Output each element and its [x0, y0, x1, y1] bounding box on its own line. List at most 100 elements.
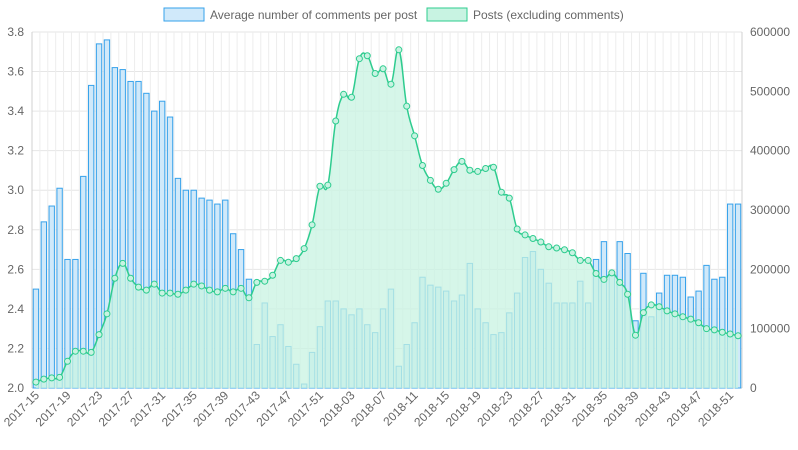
data-point	[505, 194, 513, 202]
data-point	[474, 167, 482, 175]
data-point	[158, 289, 166, 297]
data-point	[632, 331, 639, 339]
y-left-tick-label: 2.4	[7, 302, 24, 316]
y-left-tick-label: 3.8	[7, 25, 24, 39]
data-point	[64, 357, 71, 365]
x-tick-label: 2018-51	[695, 388, 736, 429]
data-point	[387, 80, 395, 88]
data-point	[56, 373, 64, 381]
legend-swatch-comments	[163, 7, 205, 22]
data-point	[442, 179, 450, 187]
data-point	[726, 330, 734, 338]
area-fill	[35, 49, 739, 389]
data-point	[568, 249, 576, 257]
y-right-tick-label: 600000	[750, 25, 790, 39]
data-point	[213, 288, 221, 296]
data-point	[537, 238, 545, 246]
data-point	[703, 325, 710, 333]
data-point	[245, 294, 253, 302]
bar	[32, 288, 40, 389]
data-point	[434, 185, 442, 193]
bar	[40, 221, 48, 389]
data-point	[655, 303, 663, 311]
data-point	[411, 132, 419, 140]
data-point	[545, 243, 553, 251]
data-point	[103, 310, 111, 318]
data-point	[624, 290, 632, 298]
legend-swatch-posts	[426, 7, 468, 22]
data-point	[490, 163, 497, 171]
data-point	[371, 70, 379, 78]
data-point	[48, 374, 56, 382]
legend: Average number of comments per post Post…	[163, 7, 624, 22]
y-right-tick-label: 100000	[750, 322, 790, 336]
data-point	[95, 331, 103, 339]
data-point	[190, 280, 198, 288]
y-left-tick-label: 2.6	[7, 262, 24, 276]
data-point	[40, 375, 48, 383]
y-left-tick-label: 2.2	[7, 341, 24, 355]
y-right-tick-label: 0	[750, 381, 757, 395]
data-point	[403, 102, 411, 110]
data-point	[166, 289, 174, 297]
data-point	[300, 245, 308, 253]
data-point	[718, 328, 726, 336]
legend-item-comments[interactable]: Average number of comments per post	[163, 7, 418, 22]
data-point	[87, 348, 95, 356]
data-point	[292, 255, 300, 263]
data-point	[395, 46, 403, 54]
data-point	[616, 278, 624, 286]
legend-item-posts[interactable]: Posts (excluding comments)	[426, 7, 624, 22]
data-point	[553, 244, 561, 252]
data-point	[466, 166, 474, 174]
data-point	[198, 282, 206, 290]
data-point	[647, 301, 655, 309]
data-point	[426, 176, 434, 184]
data-point	[710, 326, 718, 334]
data-point	[450, 166, 458, 174]
data-point	[521, 231, 529, 239]
data-point	[687, 315, 695, 323]
data-point	[497, 188, 505, 196]
data-point	[482, 164, 490, 172]
data-point	[127, 274, 135, 282]
x-axis: 2017-152017-192017-232017-272017-312017-…	[1, 388, 737, 429]
data-point	[695, 319, 703, 327]
data-point	[734, 332, 742, 340]
data-point	[561, 246, 568, 254]
data-point	[119, 259, 127, 267]
x-tick-label: 2018-07	[348, 388, 389, 429]
data-point	[229, 288, 237, 296]
legend-label-comments: Average number of comments per post	[210, 8, 418, 22]
bar	[48, 205, 55, 389]
data-point	[269, 271, 277, 279]
data-point	[79, 347, 87, 355]
data-point	[284, 258, 292, 266]
data-point	[142, 286, 150, 294]
y-left-tick-label: 3.6	[7, 65, 24, 79]
data-point	[379, 65, 387, 73]
data-point	[206, 286, 213, 294]
data-point	[340, 90, 348, 98]
data-point	[32, 378, 40, 386]
data-point	[332, 117, 340, 125]
data-point	[513, 225, 521, 233]
data-point	[584, 256, 592, 264]
y-right-tick-label: 400000	[750, 144, 790, 158]
data-point	[419, 162, 426, 169]
y-right-tick-label: 500000	[750, 84, 790, 98]
data-point	[237, 284, 245, 292]
data-point	[671, 310, 679, 318]
data-point	[324, 181, 332, 189]
data-point	[261, 277, 269, 285]
data-point	[458, 157, 466, 165]
data-point	[316, 182, 324, 190]
y-axis-left: 2.0 2.2 2.4 2.6 2.8 3.0 3.2 3.4 3.6 3.8	[7, 25, 24, 395]
data-point	[639, 309, 647, 317]
data-point	[182, 286, 190, 294]
y-right-tick-label: 300000	[750, 203, 790, 217]
data-point	[253, 278, 261, 286]
data-point	[679, 313, 687, 321]
